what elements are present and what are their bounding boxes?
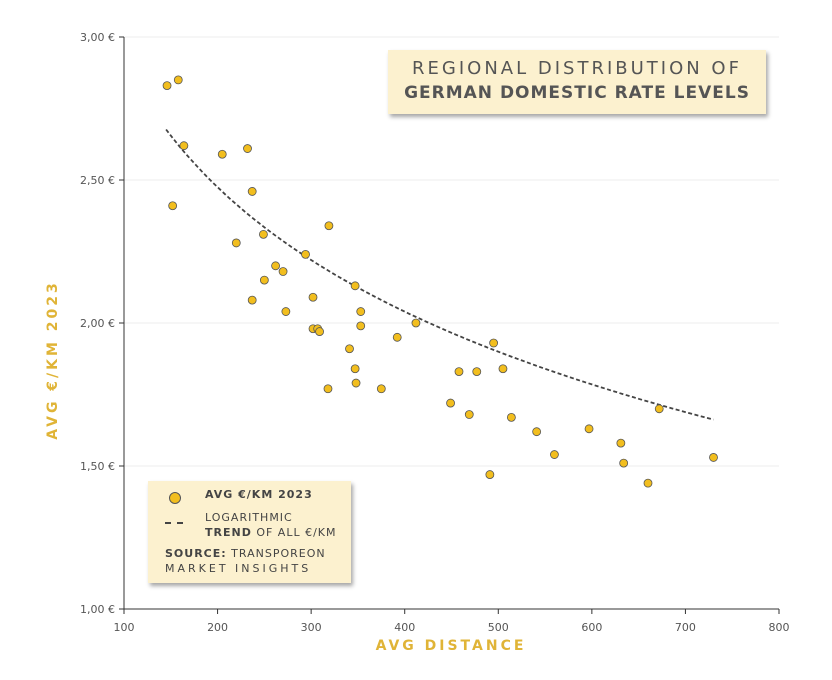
data-point xyxy=(162,81,172,91)
trend-layer xyxy=(165,128,714,421)
data-point xyxy=(584,424,594,434)
x-tick-label: 200 xyxy=(207,621,228,634)
data-point xyxy=(411,318,421,328)
legend-source-line1: SOURCE: TRANSPOREON xyxy=(165,547,326,560)
data-point xyxy=(464,410,474,419)
tick-marks: 1,00 € 1,50 € 2,00 € 2,50 € 3,00 € 100 200 300 4… xyxy=(80,31,790,634)
data-point xyxy=(550,450,559,459)
data-point xyxy=(301,249,310,259)
data-point xyxy=(489,338,499,348)
data-point xyxy=(351,378,361,388)
data-point xyxy=(506,412,516,422)
data-point xyxy=(324,221,334,231)
data-point xyxy=(323,384,333,394)
x-tick-label: 600 xyxy=(581,621,602,634)
legend-source-line2: MARKET INSIGHTS xyxy=(165,562,312,575)
data-point xyxy=(315,327,324,336)
y-tick-label: 3,00 € xyxy=(80,31,115,44)
data-point xyxy=(259,229,268,239)
data-point xyxy=(532,427,542,437)
x-tick-label: 800 xyxy=(769,621,790,634)
data-point xyxy=(485,470,495,479)
data-point xyxy=(619,458,629,468)
y-tick-label: 2,50 € xyxy=(80,174,115,187)
data-point xyxy=(278,267,288,276)
grid-lines xyxy=(124,36,779,467)
data-point xyxy=(446,398,455,408)
legend-point-marker-icon xyxy=(169,492,181,504)
legend-trend-bold: TREND xyxy=(205,526,252,539)
legend-source-text: TRANSPOREON xyxy=(231,547,326,560)
x-axis-title: AVG DISTANCE xyxy=(376,638,527,654)
data-point xyxy=(231,238,241,248)
legend: AVG €/KM 2023 LOGARITHMIC TREND OF ALL €… xyxy=(148,481,351,583)
data-point xyxy=(179,141,189,151)
data-point xyxy=(168,201,178,211)
legend-trend-line1: LOGARITHMIC xyxy=(205,511,293,524)
legend-trend-line2: TREND OF ALL €/KM xyxy=(205,526,337,539)
data-point xyxy=(356,321,366,331)
data-point xyxy=(350,364,360,374)
point-layer xyxy=(162,75,718,488)
data-point xyxy=(345,344,354,354)
y-tick-label: 1,50 € xyxy=(80,460,115,473)
data-point xyxy=(643,478,653,488)
x-tick-label: 300 xyxy=(301,621,322,634)
data-point xyxy=(217,149,227,159)
data-point xyxy=(498,364,508,374)
data-point xyxy=(247,295,257,305)
x-tick-label: 400 xyxy=(394,621,415,634)
data-point xyxy=(709,453,718,462)
y-tick-label: 1,00 € xyxy=(80,603,115,616)
data-point xyxy=(654,404,664,414)
data-point xyxy=(376,384,386,394)
y-axis-title: AVG €/KM 2023 xyxy=(45,280,61,440)
data-point xyxy=(350,281,360,291)
data-point xyxy=(243,144,252,153)
chart-title-box: REGIONAL DISTRIBUTION OF GERMAN DOMESTIC… xyxy=(388,50,766,114)
data-point xyxy=(271,261,280,271)
data-point xyxy=(281,307,291,316)
data-point xyxy=(616,438,626,448)
x-tick-label: 700 xyxy=(675,621,696,634)
data-point xyxy=(308,292,318,302)
y-tick-label: 2,00 € xyxy=(80,317,115,330)
legend-dashed-line-icon xyxy=(165,522,183,524)
x-tick-label: 500 xyxy=(488,621,509,634)
trend-line xyxy=(165,128,714,421)
legend-trend-rest: OF ALL €/KM xyxy=(256,526,337,539)
data-point xyxy=(356,307,366,316)
data-point xyxy=(454,367,464,377)
data-point xyxy=(173,75,183,85)
legend-point-label: AVG €/KM 2023 xyxy=(205,488,313,501)
data-point xyxy=(392,332,402,342)
data-point xyxy=(472,367,482,377)
data-point xyxy=(247,187,257,196)
x-tick-label: 100 xyxy=(114,621,135,634)
chart-title-line1: REGIONAL DISTRIBUTION OF xyxy=(412,58,742,79)
data-point xyxy=(259,275,269,285)
chart-title-line2: GERMAN DOMESTIC RATE LEVELS xyxy=(404,83,750,103)
legend-source-bold: SOURCE: xyxy=(165,547,227,560)
